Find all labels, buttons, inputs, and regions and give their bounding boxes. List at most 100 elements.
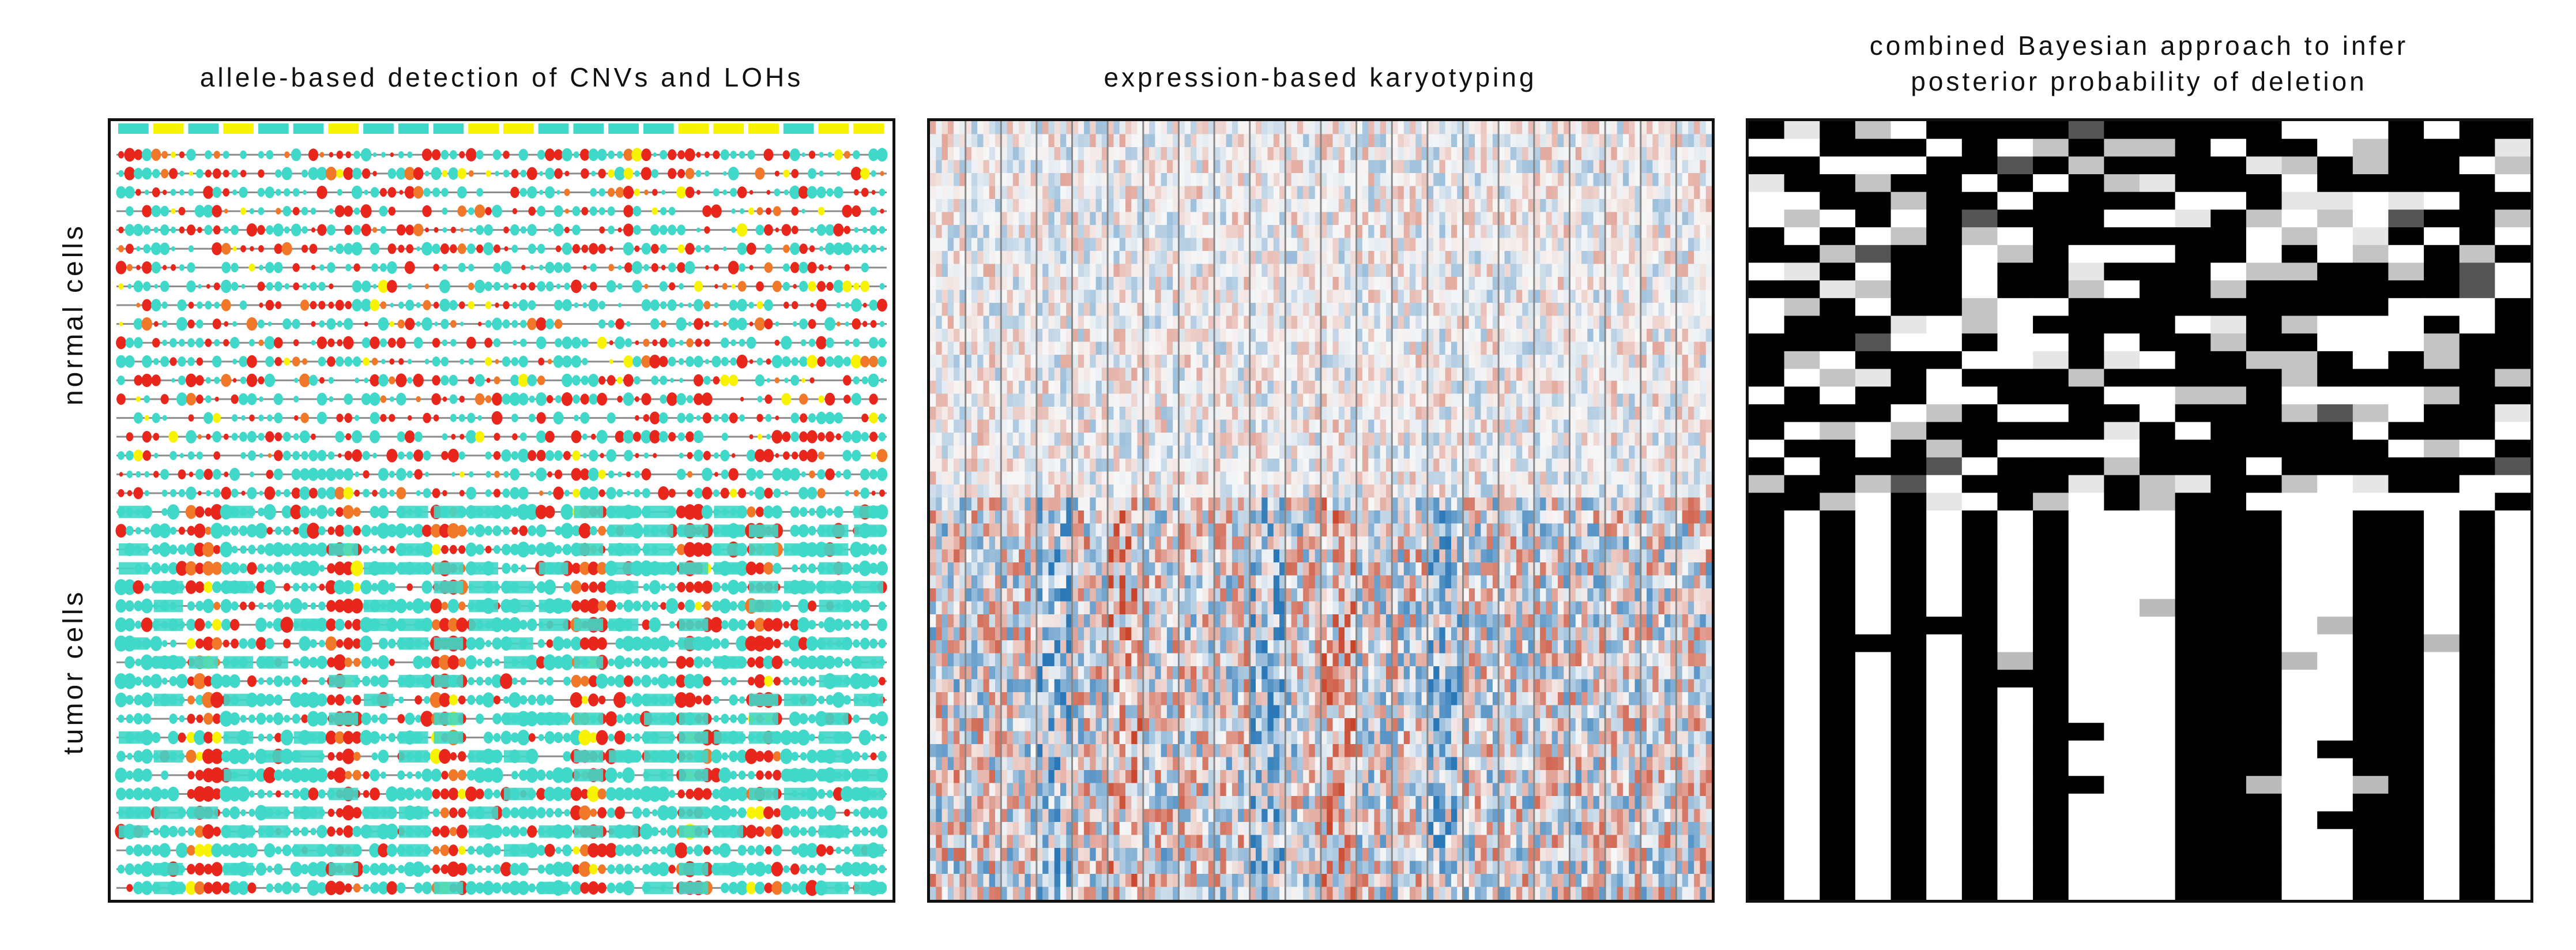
allele-dot xyxy=(195,337,204,348)
allele-dot xyxy=(273,599,284,613)
heatmap-cell xyxy=(1238,121,1245,135)
allele-dot xyxy=(335,524,345,537)
heatmap-cell xyxy=(1463,134,1470,148)
allele-dot xyxy=(247,487,257,500)
allele-dot xyxy=(116,750,126,762)
heatmap-cell xyxy=(1012,277,1019,291)
allele-block xyxy=(643,712,673,725)
allele-dot xyxy=(179,715,185,723)
allele-dot xyxy=(500,673,513,689)
heatmap-cell xyxy=(1309,251,1316,265)
allele-dot xyxy=(826,356,834,367)
heatmap-cell xyxy=(1676,173,1683,187)
heatmap-cell xyxy=(1202,121,1209,135)
heatmap-cell xyxy=(1658,212,1665,226)
allele-dot xyxy=(705,359,710,365)
heatmap-cell xyxy=(1676,225,1683,239)
allele-dot xyxy=(476,150,484,160)
allele-dot xyxy=(343,167,354,181)
heatmap-cell xyxy=(1315,199,1321,213)
allele-dot xyxy=(686,846,694,855)
heatmap-cell xyxy=(1551,264,1558,277)
heatmap-cell xyxy=(1285,251,1292,265)
heatmap-cell xyxy=(1534,173,1541,187)
allele-dot xyxy=(554,299,563,311)
heatmap-cell xyxy=(1108,160,1114,174)
heatmap-cell xyxy=(1125,121,1132,135)
allele-dot xyxy=(442,207,448,215)
heatmap-cell xyxy=(1166,173,1173,187)
allele-dot xyxy=(737,317,747,331)
heatmap-cell xyxy=(1184,277,1191,291)
allele-dot xyxy=(280,729,293,746)
heatmap-cell xyxy=(1498,238,1505,251)
allele-dot xyxy=(651,189,658,196)
allele-dot xyxy=(808,714,816,724)
allele-dot xyxy=(204,882,213,894)
allele-dot xyxy=(571,468,582,481)
allele-dot xyxy=(404,186,415,199)
allele-block xyxy=(119,637,148,650)
allele-dot xyxy=(412,598,425,614)
heatmap-cell xyxy=(1149,173,1155,187)
heatmap-cell xyxy=(1101,147,1108,161)
allele-dot xyxy=(746,881,756,895)
allele-dot xyxy=(378,749,389,763)
allele-dot xyxy=(362,864,370,874)
allele-dot xyxy=(317,693,327,707)
allele-dot xyxy=(169,545,178,555)
heatmap-cell xyxy=(1694,147,1701,161)
allele-dot xyxy=(372,152,377,157)
allele-dot xyxy=(221,562,232,575)
allele-dot xyxy=(318,281,326,291)
allele-dot xyxy=(598,188,605,197)
heatmap-cell xyxy=(1445,251,1452,265)
allele-row xyxy=(114,673,887,689)
heatmap-cell xyxy=(1534,186,1541,200)
allele-dot xyxy=(703,376,711,385)
allele-dot xyxy=(676,468,686,480)
heatmap-cell xyxy=(1658,134,1665,148)
heatmap-cell xyxy=(1498,134,1505,148)
heatmap-cell xyxy=(1427,251,1434,265)
allele-dot xyxy=(771,505,783,519)
heatmap-cell xyxy=(1173,147,1180,161)
heatmap-cell xyxy=(1551,121,1558,135)
allele-dot xyxy=(579,486,590,500)
allele-dot xyxy=(552,861,564,877)
heatmap-cell xyxy=(1256,264,1262,277)
heatmap-cell xyxy=(1350,225,1357,239)
allele-dot xyxy=(729,694,738,706)
allele-row xyxy=(115,767,888,783)
allele-dot xyxy=(179,453,184,459)
allele-dot xyxy=(607,206,615,216)
allele-dot xyxy=(722,189,728,196)
allele-dot xyxy=(553,731,563,744)
allele-dot xyxy=(266,677,273,685)
allele-dot xyxy=(527,618,537,632)
heatmap-cell xyxy=(1191,121,1197,135)
heatmap-cell xyxy=(1332,160,1339,174)
allele-dot xyxy=(545,770,554,780)
heatmap-cell xyxy=(1048,199,1055,213)
heatmap-cell xyxy=(1670,199,1677,213)
allele-dot xyxy=(475,431,485,443)
allele-dot xyxy=(658,431,668,443)
heatmap-cell xyxy=(941,277,948,291)
allele-dot xyxy=(657,674,669,689)
allele-dot xyxy=(458,451,466,460)
allele-dot xyxy=(283,431,291,442)
allele-dot xyxy=(439,279,451,294)
allele-dot xyxy=(649,430,661,444)
heatmap-cell xyxy=(1658,251,1665,265)
heatmap-cell xyxy=(1273,199,1280,213)
allele-dot xyxy=(713,715,720,723)
heatmap-cell xyxy=(1184,173,1191,187)
heatmap-cell xyxy=(1001,212,1008,226)
allele-dot xyxy=(301,245,308,253)
allele-dot xyxy=(861,827,869,836)
allele-dot xyxy=(578,523,592,539)
allele-dot xyxy=(327,563,336,574)
allele-dot xyxy=(406,601,414,611)
allele-dot xyxy=(162,189,167,196)
